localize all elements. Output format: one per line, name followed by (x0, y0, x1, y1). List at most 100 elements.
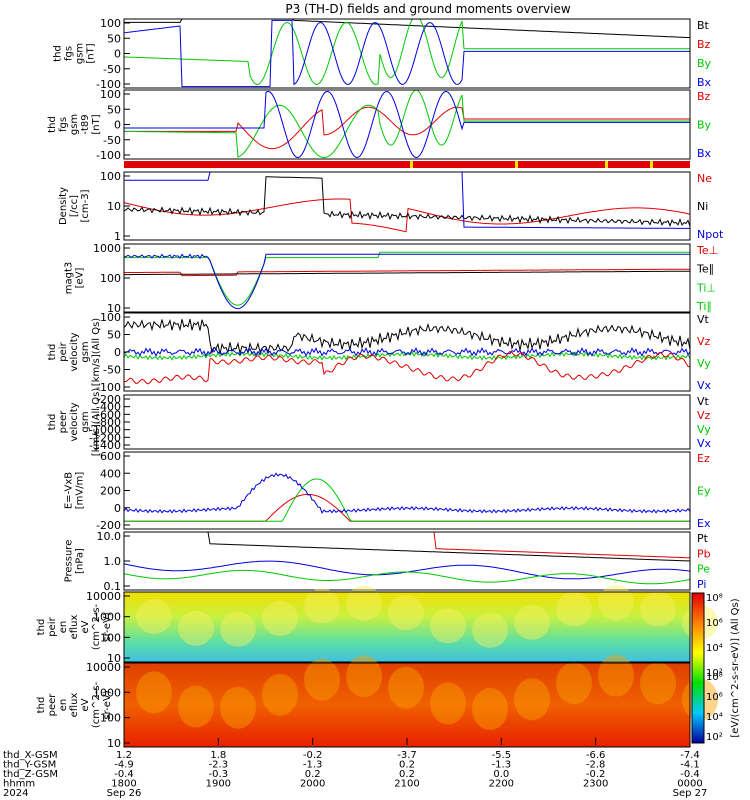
xtick-value: -6.6 (586, 750, 606, 761)
spectrogram-blob (346, 585, 382, 621)
ytick-label: -50 (103, 134, 121, 147)
xtick-value: -0.2 (586, 769, 606, 780)
ytick-label: 100 (100, 631, 121, 644)
spectrogram-blob (178, 610, 214, 646)
xtick-value: 2200 (489, 779, 514, 790)
legend-entry: Pb (697, 547, 711, 560)
ylabel-line: thd (36, 619, 47, 636)
colorbar-tick: 10⁶ (706, 618, 723, 629)
legend-entry: Ez (697, 452, 710, 465)
panel-fgs: 100 50 0 -50 -100 thd fgs gsm [nT] Bt Bz By Bx (53, 17, 712, 91)
legend-entry: Ti⊥ (696, 281, 716, 294)
ytick-label: -1200 (89, 431, 121, 444)
trace-peir_vel-0 (123, 318, 691, 355)
ytick-label: 100 (100, 712, 121, 725)
colorbar-tick: 10² (706, 732, 723, 743)
colorbar: 10⁸ 10⁸ 10⁶ 10⁶ 10⁴ 10⁴ 10² 10² [eV/(cm^2-s-sr-e… (691, 592, 741, 744)
spectrogram-blob (178, 685, 214, 728)
ytick-label: 10 (107, 737, 121, 750)
ylabel-line: [km/s](All Qs) (91, 318, 102, 386)
ylabel-line: en (58, 621, 69, 634)
ylabel-line: peer (47, 693, 58, 717)
xtick-value: Sep 27 (673, 788, 708, 799)
xtick-value: -5.5 (492, 750, 512, 761)
ylabel-line: -t89 (80, 114, 91, 134)
xaxis-row-label: 2024 (3, 788, 28, 799)
spectrogram-blob (598, 585, 634, 621)
spectrogram-blob (220, 686, 256, 729)
quality-bar-mark (410, 161, 413, 168)
x-axis: thd_X-GSMthd_Y-GSMthd_Z-GSMhhmm20241.2-4… (3, 738, 707, 799)
ytick-label: 100 (100, 88, 121, 101)
legend-entry: Te⊥ (696, 244, 718, 257)
spectrogram-blob (472, 688, 508, 731)
quality-bar-mark (515, 161, 518, 168)
xtick-value: -0.3 (209, 769, 229, 780)
panel-efield: 600 400 200 0 -200 E=-VxB [mV/m] Ez Ey Ex (64, 450, 711, 532)
trace-pressure-3 (123, 569, 691, 585)
ylabel-line: thd (47, 116, 58, 133)
spectrogram-blob (388, 666, 424, 709)
panel-frame (123, 591, 691, 663)
ytick-label: 100 (100, 17, 121, 30)
ylabel-line: peir (58, 341, 69, 361)
legend-entry: Pe (697, 563, 710, 576)
panel-peer_vel: -200-400-600-800-1000-1200-1400 thd peer ve… (47, 388, 712, 456)
ylabel-line: sr-eV) (102, 612, 113, 641)
xtick-value: -2.8 (586, 760, 606, 771)
legend-entry: Ni (697, 200, 708, 213)
panel-frame (123, 531, 691, 591)
xtick-value: -2.3 (209, 760, 229, 771)
ylabel-line: sr-eV) (102, 690, 113, 719)
ytick-label: 10000 (86, 661, 121, 674)
ylabel-line: (cm^2-s- (91, 603, 102, 650)
legend-entry: Npot (697, 228, 724, 241)
legend-entry: Te∥ (696, 263, 714, 276)
xtick-value: -1.3 (303, 760, 323, 771)
legend-entry: By (697, 119, 712, 132)
ytick-label: -100 (96, 381, 121, 394)
ytick-label: 10.0 (97, 530, 122, 543)
legend-entry: By (697, 57, 712, 70)
legend-entry: Vz (697, 335, 711, 348)
spectrogram-blob (430, 608, 466, 644)
xtick-value: 1800 (111, 779, 136, 790)
xtick-value: 1.8 (210, 750, 226, 761)
trace-peir_vel-3 (123, 350, 691, 385)
colorbar-label: [eV/(cm^2-s-sr-eV)] (All Qs) (730, 598, 741, 737)
legend-entry: Vy (697, 423, 711, 436)
xtick-value: 0.2 (399, 769, 415, 780)
xtick-value: -0.4 (114, 769, 134, 780)
trace-temp-0 (123, 268, 690, 277)
legend-entry: Pi (697, 578, 706, 591)
ylabel-line: [/cc] (69, 195, 80, 217)
spectrogram-blob (598, 654, 634, 697)
ytick-label: 50 (107, 32, 121, 45)
spectrogram-blob (304, 658, 340, 701)
ylabel-line: magt3 (64, 262, 75, 295)
trace-peir_vel-2 (123, 346, 691, 358)
ytick-label: -50 (103, 364, 121, 377)
ytick-label: -1000 (89, 424, 121, 437)
panel-density: 100 10 1 Density [/cc] [cm-3] Ne Ni Npot (58, 170, 724, 243)
panel-frame (123, 394, 691, 450)
figure-title: P3 (TH-D) fields and ground moments over… (285, 2, 570, 16)
ytick-label: 600 (100, 450, 121, 463)
ytick-label: 200 (100, 485, 121, 498)
ytick-label: 100 (100, 311, 121, 324)
panel-peir_spec: 10000 1000 100 10 thd peir en eflux eV (cm^2-s-sr… (36, 585, 718, 665)
spectrogram-blob (514, 604, 550, 640)
spectrogram-blob (472, 612, 508, 648)
ylabel-line: peer (58, 410, 69, 434)
ytick-label: -200 (96, 519, 121, 532)
ytick-label: 10000 (86, 590, 121, 603)
spectrogram-blob (262, 673, 298, 716)
xaxis-row-label: hhmm (3, 779, 35, 790)
ylabel-line: fgs (64, 46, 75, 61)
ylabel-line: eV (80, 698, 91, 711)
ytick-label: 0 (114, 346, 121, 359)
spectrogram-blob (262, 600, 298, 636)
ylabel-line: thd (36, 697, 47, 714)
ylabel-line: gsm (69, 114, 80, 135)
